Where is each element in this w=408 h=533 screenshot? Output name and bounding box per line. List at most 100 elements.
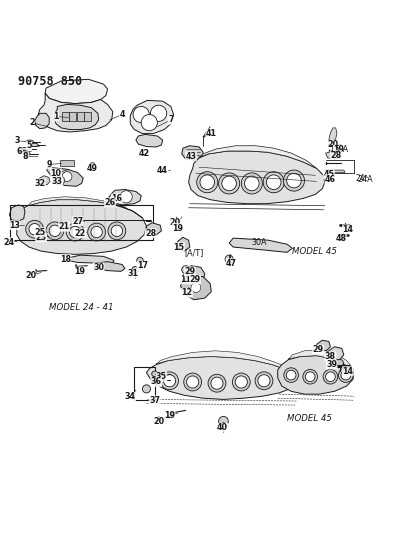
Text: 48: 48 [335,235,346,244]
Polygon shape [28,197,142,218]
Polygon shape [288,350,353,371]
Circle shape [200,175,215,190]
Text: 36: 36 [151,377,162,386]
Polygon shape [77,112,84,122]
Text: 14: 14 [342,367,353,376]
Text: 46: 46 [325,175,336,184]
Circle shape [339,368,353,382]
Polygon shape [45,79,108,103]
Polygon shape [54,104,99,130]
Circle shape [222,176,236,191]
Circle shape [151,105,167,122]
Circle shape [152,377,157,383]
Polygon shape [130,100,174,134]
Circle shape [197,172,218,193]
Circle shape [284,368,298,382]
Polygon shape [278,356,353,394]
Bar [10,205,153,240]
Text: 10: 10 [51,169,62,178]
Polygon shape [180,276,211,300]
Text: 20: 20 [153,417,164,426]
Polygon shape [9,205,25,221]
Text: 24ᴬ: 24ᴬ [356,174,369,183]
Text: 43: 43 [186,152,197,161]
Circle shape [286,370,296,380]
Text: 39: 39 [326,360,337,369]
Text: 19: 19 [333,146,344,154]
Ellipse shape [31,143,38,147]
Circle shape [287,173,301,188]
Polygon shape [94,262,125,271]
Text: 23: 23 [35,233,47,242]
Text: MODEL 45: MODEL 45 [293,247,337,256]
Text: 21: 21 [59,222,70,231]
Circle shape [191,282,201,293]
Text: 32: 32 [34,179,45,188]
Circle shape [233,373,250,391]
Polygon shape [325,170,345,173]
Text: 29: 29 [313,345,324,354]
Polygon shape [188,151,325,204]
Polygon shape [109,190,141,205]
Circle shape [323,369,338,384]
Text: 30A: 30A [252,238,267,247]
Polygon shape [229,238,293,252]
Text: 11: 11 [180,275,191,284]
Text: 28: 28 [145,229,156,238]
Circle shape [305,372,315,382]
Circle shape [258,375,270,387]
Text: 19: 19 [172,223,183,232]
Text: [A/T]: [A/T] [184,248,204,257]
Circle shape [137,257,143,264]
Text: 19: 19 [164,411,175,420]
Text: 28: 28 [330,150,341,159]
Text: 38: 38 [325,352,336,361]
Text: 34: 34 [125,392,136,401]
Circle shape [184,373,202,391]
Text: 45: 45 [323,169,334,179]
Polygon shape [67,255,114,264]
Circle shape [341,370,351,380]
Polygon shape [136,134,163,147]
Text: 42: 42 [138,149,150,158]
Text: 40: 40 [217,423,228,432]
Polygon shape [38,176,50,184]
Polygon shape [38,93,113,132]
Bar [134,367,155,400]
Circle shape [120,191,132,203]
Text: 26: 26 [104,198,115,207]
Circle shape [326,372,335,382]
Text: 12: 12 [182,288,193,297]
Circle shape [266,175,281,190]
Text: 6: 6 [17,147,22,156]
Circle shape [152,371,157,377]
Text: 20: 20 [327,140,338,149]
Circle shape [235,376,247,388]
Polygon shape [326,151,341,159]
Text: 9: 9 [47,160,52,169]
Circle shape [219,173,239,194]
Circle shape [208,374,226,392]
Text: 4: 4 [120,110,125,119]
Polygon shape [146,357,296,399]
Circle shape [284,170,304,191]
Text: 14: 14 [342,225,353,233]
Text: 33: 33 [52,177,63,186]
Circle shape [66,223,84,241]
Circle shape [132,266,138,273]
Polygon shape [156,351,296,377]
Circle shape [62,172,72,181]
Text: 90758 850: 90758 850 [18,75,82,88]
Polygon shape [177,237,190,251]
Text: 35: 35 [156,372,167,381]
Text: MODEL 45: MODEL 45 [287,414,332,423]
Text: 2: 2 [29,118,35,127]
Text: 8: 8 [23,152,29,161]
Text: 37: 37 [149,395,160,405]
Circle shape [161,372,178,390]
Ellipse shape [21,147,29,151]
Circle shape [220,423,227,430]
Text: 15: 15 [173,243,184,252]
Polygon shape [35,114,49,129]
Text: 30: 30 [93,263,104,272]
